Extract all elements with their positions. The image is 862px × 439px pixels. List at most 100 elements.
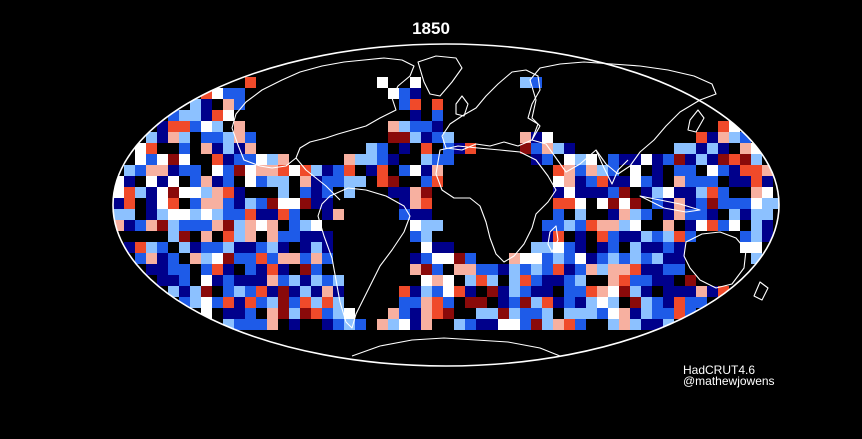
anomaly-cell (410, 132, 421, 143)
anomaly-cell (542, 308, 553, 319)
anomaly-cell (575, 231, 586, 242)
anomaly-cell (575, 319, 586, 330)
anomaly-cell (179, 220, 190, 231)
anomaly-cell (300, 264, 311, 275)
anomaly-cell (630, 253, 641, 264)
anomaly-cell (212, 264, 223, 275)
anomaly-cell (410, 77, 421, 88)
anomaly-cell (322, 242, 333, 253)
anomaly-cell (300, 187, 311, 198)
anomaly-cell (630, 198, 641, 209)
anomaly-cell (421, 286, 432, 297)
anomaly-cell (553, 231, 564, 242)
anomaly-cell (201, 253, 212, 264)
anomaly-cell (311, 165, 322, 176)
globe-outline (112, 43, 780, 367)
anomaly-cell (553, 297, 564, 308)
anomaly-cell (234, 165, 245, 176)
anomaly-cell (113, 176, 124, 187)
anomaly-cell (322, 187, 333, 198)
anomaly-cell (135, 220, 146, 231)
anomaly-cell (421, 143, 432, 154)
anomaly-cell (564, 253, 575, 264)
anomaly-cell (641, 275, 652, 286)
anomaly-cell (531, 242, 542, 253)
anomaly-cell (751, 143, 762, 154)
anomaly-cell (256, 165, 267, 176)
anomaly-cell (652, 187, 663, 198)
anomaly-cell (223, 319, 234, 330)
anomaly-cell (751, 187, 762, 198)
anomaly-cell (421, 187, 432, 198)
anomaly-cell (157, 187, 168, 198)
anomaly-cell (520, 77, 531, 88)
anomaly-cell (751, 198, 762, 209)
anomaly-cell (586, 308, 597, 319)
anomaly-cell (586, 165, 597, 176)
anomaly-cell (267, 308, 278, 319)
anomaly-cell (575, 198, 586, 209)
anomaly-cell (135, 154, 146, 165)
anomaly-cell (421, 308, 432, 319)
anomaly-cell (674, 297, 685, 308)
anomaly-cell (465, 264, 476, 275)
anomaly-cell (300, 242, 311, 253)
anomaly-cell (608, 253, 619, 264)
anomaly-cell (641, 242, 652, 253)
anomaly-cell (234, 88, 245, 99)
anomaly-cell (377, 176, 388, 187)
anomaly-cell (146, 165, 157, 176)
anomaly-cell (751, 209, 762, 220)
anomaly-cell (531, 77, 542, 88)
anomaly-cell (608, 231, 619, 242)
anomaly-cell (278, 297, 289, 308)
anomaly-cell (663, 286, 674, 297)
anomaly-cell (421, 220, 432, 231)
anomaly-cell (718, 165, 729, 176)
anomaly-cell (674, 165, 685, 176)
anomaly-cell (674, 242, 685, 253)
anomaly-cell (311, 264, 322, 275)
anomaly-cell (157, 154, 168, 165)
anomaly-cell (564, 297, 575, 308)
anomaly-cell (168, 154, 179, 165)
anomaly-cell (157, 132, 168, 143)
anomaly-cell (674, 264, 685, 275)
anomaly-cell (531, 275, 542, 286)
anomaly-cell (663, 209, 674, 220)
anomaly-cell (190, 198, 201, 209)
anomaly-cell (113, 220, 124, 231)
anomaly-cell (190, 176, 201, 187)
anomaly-cell (685, 286, 696, 297)
anomaly-cell (333, 275, 344, 286)
anomaly-cell (542, 220, 553, 231)
anomaly-cell (399, 99, 410, 110)
anomaly-cell (135, 143, 146, 154)
anomaly-cell (454, 264, 465, 275)
anomaly-cell (267, 242, 278, 253)
anomaly-grid (113, 77, 779, 330)
anomaly-cell (553, 165, 564, 176)
anomaly-cell (432, 264, 443, 275)
anomaly-cell (234, 209, 245, 220)
anomaly-cell (685, 231, 696, 242)
anomaly-cell (696, 154, 707, 165)
anomaly-cell (487, 308, 498, 319)
anomaly-cell (168, 132, 179, 143)
anomaly-cell (586, 297, 597, 308)
anomaly-cell (410, 88, 421, 99)
anomaly-cell (399, 286, 410, 297)
anomaly-cell (212, 88, 223, 99)
anomaly-cell (586, 286, 597, 297)
anomaly-cell (311, 253, 322, 264)
anomaly-cell (179, 143, 190, 154)
anomaly-cell (289, 198, 300, 209)
anomaly-cell (245, 176, 256, 187)
anomaly-cell (190, 99, 201, 110)
anomaly-cell (201, 143, 212, 154)
anomaly-cell (443, 275, 454, 286)
anomaly-cell (740, 198, 751, 209)
anomaly-cell (245, 231, 256, 242)
anomaly-cell (212, 253, 223, 264)
anomaly-cell (520, 132, 531, 143)
